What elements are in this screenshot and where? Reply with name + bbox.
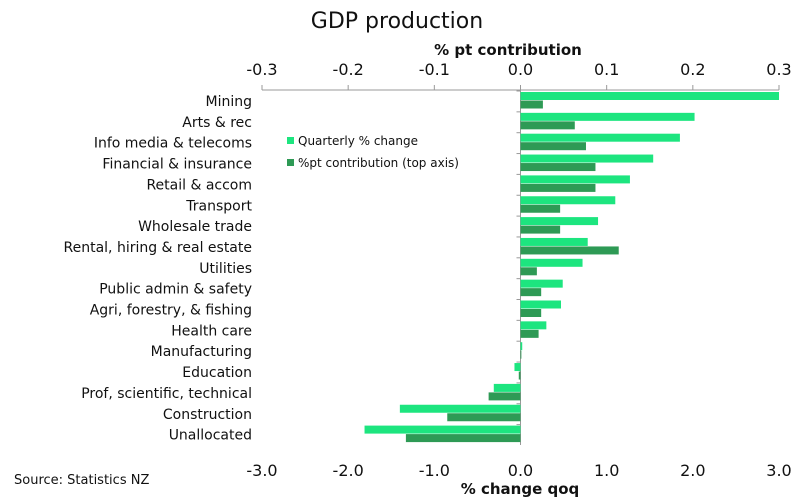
bottom-axis-tick-label: -3.0 bbox=[246, 461, 277, 480]
category-label: Education bbox=[182, 365, 252, 381]
category-label: Info media & telecoms bbox=[94, 136, 252, 152]
category-label: Retail & accom bbox=[146, 177, 252, 193]
category-label: Utilities bbox=[199, 261, 252, 277]
contribution-bar bbox=[520, 121, 575, 130]
category-label: Arts & rec bbox=[182, 115, 252, 131]
legend-label-quarterly: Quarterly % change bbox=[298, 134, 418, 148]
quarterly-change-bar bbox=[520, 133, 680, 142]
quarterly-change-bar bbox=[520, 300, 561, 309]
contribution-bar bbox=[520, 100, 543, 109]
quarterly-change-bar bbox=[520, 258, 583, 267]
quarterly-change-bar bbox=[520, 154, 654, 163]
quarterly-change-bar bbox=[520, 112, 695, 121]
contribution-bar bbox=[520, 204, 561, 213]
quarterly-change-bar bbox=[520, 92, 779, 100]
quarterly-change-bar bbox=[520, 279, 563, 288]
top-axis-tick-label: 0.0 bbox=[508, 60, 533, 79]
contribution-bar bbox=[520, 183, 596, 192]
top-axis-tick-label: -0.1 bbox=[419, 60, 450, 79]
quarterly-change-bar bbox=[520, 237, 588, 246]
contribution-bar bbox=[520, 288, 542, 297]
top-axis-tick-label: 0.2 bbox=[680, 60, 705, 79]
contribution-bar bbox=[520, 246, 619, 255]
category-label: Prof, scientific, technical bbox=[81, 386, 252, 402]
source-note: Source: Statistics NZ bbox=[14, 473, 149, 488]
top-axis-label: % pt contribution bbox=[434, 41, 582, 59]
bottom-axis-tick-label: 0.0 bbox=[508, 461, 533, 480]
top-axis-tick-label: 0.1 bbox=[594, 60, 619, 79]
contribution-bar bbox=[520, 163, 596, 172]
top-axis-tick-label: 0.3 bbox=[766, 60, 791, 79]
top-axis-tick-label: -0.2 bbox=[333, 60, 364, 79]
quarterly-change-bar bbox=[520, 342, 523, 351]
category-label: Public admin & safety bbox=[99, 282, 252, 298]
bottom-axis-label: % change qoq bbox=[461, 480, 580, 497]
legend-label-contribution: %pt contribution (top axis) bbox=[298, 156, 459, 170]
contribution-bar bbox=[520, 142, 586, 151]
contribution-bar bbox=[520, 329, 539, 338]
legend-swatch-quarterly bbox=[287, 137, 294, 144]
contribution-bar bbox=[520, 309, 542, 317]
category-label: Financial & insurance bbox=[102, 157, 252, 173]
category-label: Agri, forestry, & fishing bbox=[90, 303, 252, 319]
legend: Quarterly % change %pt contribution (top… bbox=[287, 134, 459, 170]
legend-swatch-contribution bbox=[287, 159, 294, 166]
contribution-bar bbox=[520, 350, 522, 359]
category-label: Mining bbox=[206, 94, 253, 110]
contribution-bar bbox=[405, 434, 521, 443]
top-axis-tick-label: -0.3 bbox=[246, 60, 277, 79]
quarterly-change-bar bbox=[399, 404, 521, 413]
contribution-bar bbox=[520, 225, 561, 234]
bottom-axis-tick-label: -1.0 bbox=[419, 461, 450, 480]
quarterly-change-bar bbox=[364, 425, 521, 434]
contribution-bar bbox=[488, 392, 521, 401]
quarterly-change-bar bbox=[520, 196, 616, 205]
category-label: Unallocated bbox=[169, 428, 252, 444]
quarterly-change-bar bbox=[520, 217, 599, 226]
bottom-axis-tick-label: 3.0 bbox=[766, 461, 791, 480]
bottom-axis-tick-label: -2.0 bbox=[333, 461, 364, 480]
category-label: Construction bbox=[163, 407, 252, 423]
quarterly-change-bar bbox=[493, 383, 521, 392]
bottom-axis-tick-label: 2.0 bbox=[680, 461, 705, 480]
category-label: Wholesale trade bbox=[138, 219, 252, 235]
quarterly-change-bar bbox=[514, 363, 521, 372]
contribution-bar bbox=[447, 413, 521, 422]
category-label: Transport bbox=[185, 198, 252, 214]
category-label: Rental, hiring & real estate bbox=[64, 240, 253, 256]
bottom-axis-tick-label: 1.0 bbox=[594, 461, 619, 480]
category-label: Health care bbox=[171, 323, 252, 339]
category-label: Manufacturing bbox=[151, 344, 252, 360]
contribution-bar bbox=[520, 267, 537, 276]
quarterly-change-bar bbox=[520, 175, 630, 184]
quarterly-change-bar bbox=[520, 321, 547, 330]
contribution-bar bbox=[518, 371, 521, 380]
chart-title: GDP production bbox=[311, 9, 483, 34]
